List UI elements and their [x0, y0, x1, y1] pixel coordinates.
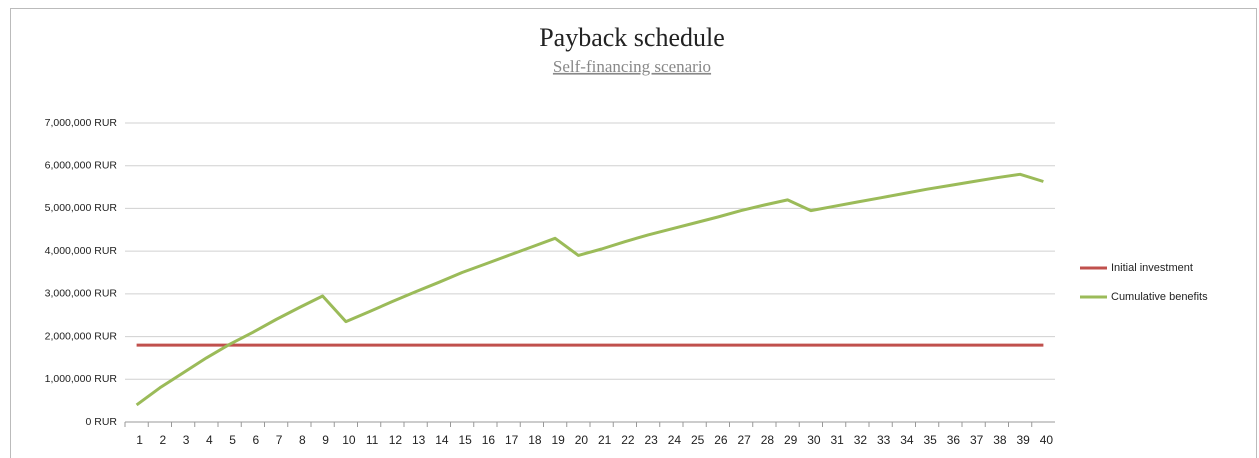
x-tick-label: 34: [900, 433, 914, 447]
x-tick-label: 23: [644, 433, 658, 447]
x-tick-label: 10: [342, 433, 356, 447]
x-tick-label: 35: [923, 433, 937, 447]
x-tick-label: 7: [276, 433, 283, 447]
y-tick-label: 7,000,000 RUR: [45, 117, 118, 129]
x-tick-label: 3: [183, 433, 190, 447]
x-tick-label: 2: [160, 433, 167, 447]
x-tick-label: 6: [253, 433, 260, 447]
x-tick-label: 15: [458, 433, 472, 447]
y-tick-label: 0 RUR: [85, 416, 117, 428]
x-tick-label: 16: [482, 433, 496, 447]
x-tick-label: 8: [299, 433, 306, 447]
chart-subtitle: Self-financing scenario: [553, 57, 711, 76]
x-tick-label: 40: [1040, 433, 1054, 447]
x-tick-label: 14: [435, 433, 449, 447]
y-tick-label: 2,000,000 RUR: [45, 330, 118, 342]
x-tick-label: 21: [598, 433, 612, 447]
x-tick-label: 39: [1016, 433, 1030, 447]
x-tick-label: 19: [551, 433, 565, 447]
x-tick-label: 12: [389, 433, 403, 447]
legend-label: Cumulative benefits: [1111, 291, 1208, 303]
y-tick-label: 3,000,000 RUR: [45, 288, 118, 300]
x-tick-label: 5: [229, 433, 236, 447]
x-tick-label: 32: [854, 433, 868, 447]
x-tick-label: 24: [668, 433, 682, 447]
x-tick-label: 31: [830, 433, 844, 447]
x-tick-label: 37: [970, 433, 984, 447]
x-tick-label: 9: [322, 433, 329, 447]
x-tick-label: 18: [528, 433, 542, 447]
y-tick-label: 1,000,000 RUR: [45, 373, 118, 385]
legend-label: Initial investment: [1111, 262, 1193, 274]
chart-frame: [10, 8, 1257, 458]
x-tick-label: 4: [206, 433, 213, 447]
chart-title: Payback schedule: [539, 23, 725, 52]
x-tick-label: 26: [714, 433, 728, 447]
x-tick-label: 1: [136, 433, 143, 447]
series-line: [135, 172, 1044, 407]
y-tick-label: 4,000,000 RUR: [45, 245, 118, 257]
y-tick-label: 6,000,000 RUR: [45, 159, 118, 171]
x-tick-label: 17: [505, 433, 519, 447]
x-tick-label: 29: [784, 433, 798, 447]
x-tick-label: 20: [575, 433, 589, 447]
x-tick-label: 25: [691, 433, 705, 447]
x-tick-label: 11: [366, 433, 379, 447]
x-tick-label: 30: [807, 433, 821, 447]
x-tick-label: 36: [947, 433, 961, 447]
x-tick-label: 38: [993, 433, 1007, 447]
x-tick-label: 13: [412, 433, 426, 447]
x-tick-label: 33: [877, 433, 891, 447]
y-tick-label: 5,000,000 RUR: [45, 202, 118, 214]
x-tick-label: 22: [621, 433, 635, 447]
x-tick-label: 28: [761, 433, 775, 447]
x-tick-label: 27: [737, 433, 751, 447]
